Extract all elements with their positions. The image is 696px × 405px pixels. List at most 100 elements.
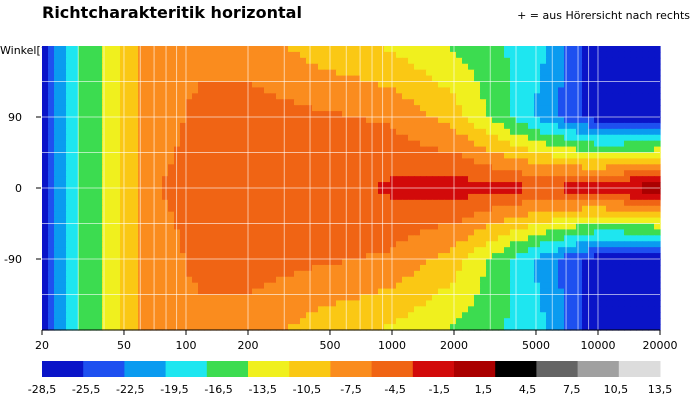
- heatmap-cell: [78, 87, 85, 94]
- heatmap-cell: [240, 170, 247, 177]
- heatmap-cell: [402, 158, 409, 165]
- heatmap-cell: [642, 57, 649, 65]
- heatmap-cell: [228, 259, 235, 266]
- heatmap-cell: [324, 111, 331, 118]
- heatmap-cell: [378, 211, 385, 219]
- heatmap-cell: [462, 270, 469, 278]
- heatmap-cell: [228, 111, 235, 118]
- heatmap-cell: [252, 158, 259, 165]
- heatmap-cell: [534, 247, 541, 254]
- heatmap-cell: [324, 205, 331, 213]
- heatmap-cell: [180, 146, 187, 154]
- heatmap-cell: [258, 247, 265, 254]
- heatmap-cell: [192, 188, 199, 195]
- heatmap-cell: [564, 264, 571, 272]
- heatmap-cell: [462, 241, 469, 248]
- heatmap-cell: [492, 223, 499, 231]
- heatmap-cell: [606, 182, 613, 189]
- heatmap-cell: [228, 318, 235, 325]
- heatmap-cell: [582, 69, 589, 77]
- heatmap-cell: [186, 128, 193, 136]
- heatmap-cell: [630, 146, 637, 154]
- heatmap-cell: [102, 122, 109, 130]
- heatmap-cell: [276, 51, 283, 59]
- heatmap-cell: [282, 324, 289, 331]
- heatmap-cell: [84, 259, 91, 266]
- heatmap-cell: [168, 235, 175, 242]
- heatmap-cell: [492, 306, 499, 313]
- heatmap-cell: [204, 247, 211, 254]
- heatmap-cell: [48, 158, 55, 165]
- heatmap-cell: [204, 111, 211, 118]
- heatmap-cell: [288, 276, 295, 284]
- heatmap-cell: [606, 117, 613, 124]
- heatmap-cell: [348, 117, 355, 124]
- heatmap-cell: [162, 199, 169, 207]
- heatmap-cell: [396, 264, 403, 272]
- heatmap-cell: [612, 229, 619, 236]
- heatmap-cell: [522, 146, 529, 154]
- heatmap-cell: [318, 318, 325, 325]
- heatmap-cell: [444, 105, 451, 112]
- heatmap-cell: [174, 105, 181, 112]
- heatmap-cell: [204, 63, 211, 71]
- heatmap-cell: [414, 188, 421, 195]
- heatmap-cell: [552, 217, 559, 225]
- heatmap-cell: [132, 318, 139, 325]
- heatmap-cell: [198, 324, 205, 331]
- heatmap-cell: [258, 75, 265, 83]
- heatmap-cell: [558, 235, 565, 242]
- heatmap-cell: [402, 75, 409, 83]
- heatmap-cell: [360, 306, 367, 313]
- heatmap-cell: [504, 75, 511, 83]
- heatmap-cell: [594, 312, 601, 319]
- heatmap-cell: [414, 158, 421, 165]
- heatmap-cell: [60, 288, 67, 296]
- heatmap-cell: [90, 294, 97, 302]
- heatmap-cell: [498, 306, 505, 313]
- heatmap-cell: [222, 134, 229, 142]
- heatmap-cell: [402, 146, 409, 154]
- heatmap-cell: [252, 247, 259, 254]
- heatmap-cell: [132, 182, 139, 189]
- heatmap-cell: [480, 276, 487, 284]
- heatmap-cell: [264, 312, 271, 319]
- heatmap-cell: [282, 176, 289, 183]
- heatmap-cell: [624, 247, 631, 254]
- heatmap-cell: [90, 81, 97, 89]
- heatmap-cell: [282, 152, 289, 160]
- heatmap-cell: [174, 294, 181, 302]
- heatmap-cell: [366, 300, 373, 307]
- heatmap-cell: [402, 122, 409, 130]
- heatmap-cell: [576, 117, 583, 124]
- heatmap-cell: [642, 170, 649, 177]
- heatmap-cell: [252, 134, 259, 142]
- heatmap-cell: [552, 199, 559, 207]
- heatmap-cell: [486, 146, 493, 154]
- heatmap-cell: [156, 259, 163, 266]
- heatmap-cell: [408, 158, 415, 165]
- heatmap-cell: [636, 117, 643, 124]
- heatmap-cell: [480, 288, 487, 296]
- heatmap-cell: [330, 146, 337, 154]
- heatmap-cell: [84, 193, 91, 201]
- heatmap-cell: [570, 312, 577, 319]
- heatmap-cell: [420, 282, 427, 290]
- heatmap-cell: [246, 318, 253, 325]
- heatmap-cell: [354, 300, 361, 307]
- heatmap-cell: [474, 318, 481, 325]
- heatmap-cell: [342, 276, 349, 284]
- heatmap-cell: [186, 51, 193, 59]
- heatmap-cell: [312, 276, 319, 284]
- heatmap-cell: [528, 46, 535, 53]
- heatmap-cell: [174, 300, 181, 307]
- heatmap-cell: [96, 324, 103, 331]
- heatmap-cell: [198, 81, 205, 89]
- heatmap-cell: [498, 122, 505, 130]
- heatmap-cell: [342, 69, 349, 77]
- heatmap-cell: [654, 253, 661, 260]
- heatmap-cell: [582, 259, 589, 266]
- heatmap-cell: [558, 199, 565, 207]
- heatmap-cell: [186, 111, 193, 118]
- heatmap-cell: [522, 229, 529, 236]
